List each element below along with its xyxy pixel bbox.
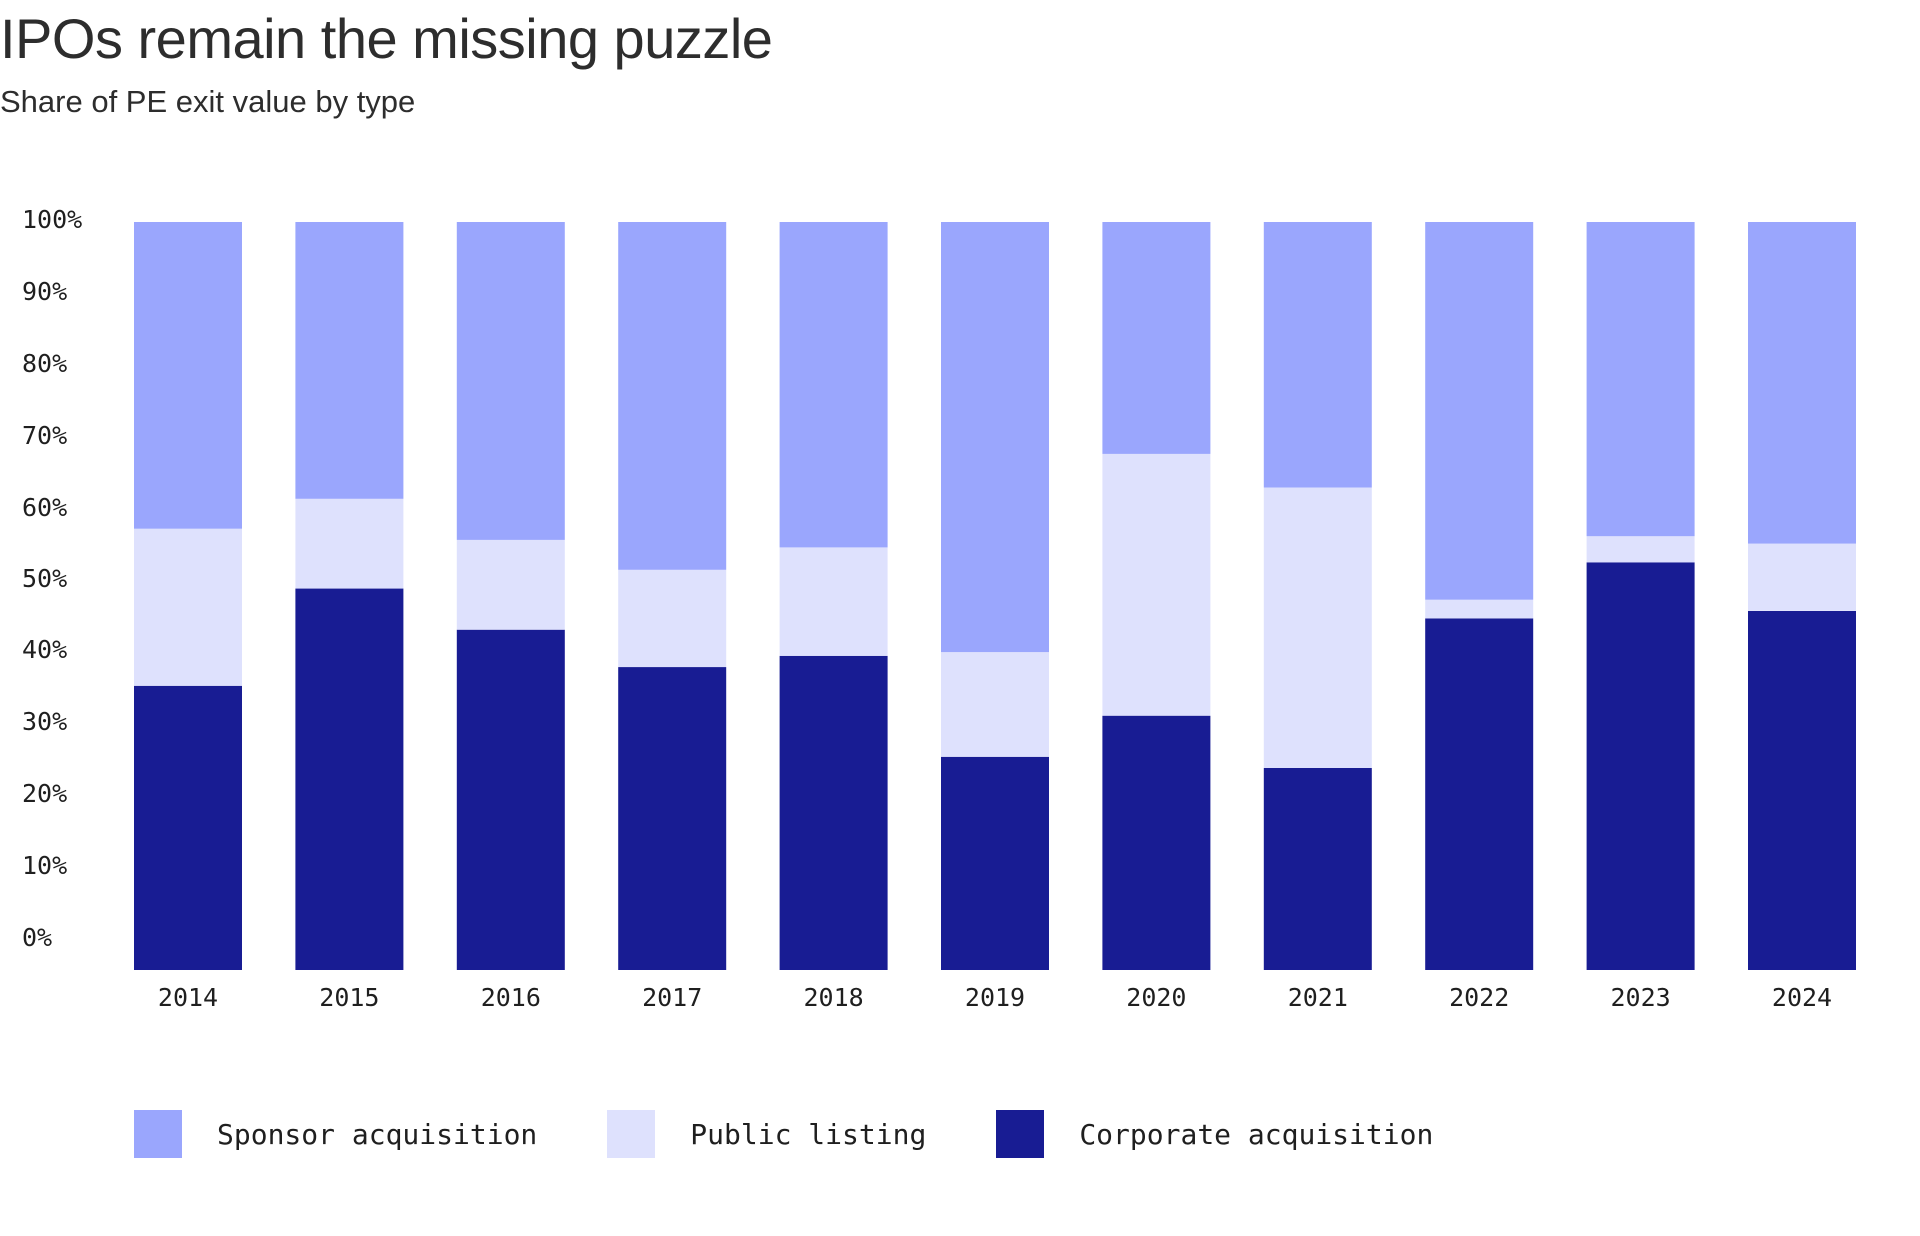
bar-stack-2022 [1425,222,1534,970]
bar-segment-sponsor-acquisition [1263,222,1372,488]
bar-stack-2015 [295,222,404,970]
bar-segment-public-listing [1425,599,1534,619]
bar-stack-2018 [779,222,888,970]
legend-item-sponsor: Sponsor acquisition [134,1110,537,1158]
bar-segment-sponsor-acquisition [456,222,565,540]
bar-segment-sponsor-acquisition [134,222,242,529]
chart-subtitle: Share of PE exit value by type [0,84,416,119]
x-tick-label: 2015 [319,983,379,1012]
y-tick-label: 10% [22,851,67,880]
bar-segment-public-listing [295,498,404,589]
legend-item-corporate: Corporate acquisition [996,1110,1433,1158]
bar-segment-public-listing [941,652,1049,757]
bar-segment-corporate-acquisition [1748,611,1856,970]
x-axis: 2014 2015 2016 2017 2018 2019 2020 2021 2022 2023… [158,983,1832,1012]
bar-segment-public-listing [779,547,888,656]
legend-item-public: Public listing [607,1110,926,1158]
y-tick-label: 30% [22,707,67,736]
bar-segment-public-listing [1586,536,1695,563]
bar-segment-sponsor-acquisition [1748,222,1856,544]
bar-segment-corporate-acquisition [295,588,404,970]
legend-label-sponsor: Sponsor acquisition [217,1117,538,1151]
bar-stack-2024 [1748,222,1856,970]
bar-segment-corporate-acquisition [456,629,565,970]
bar-segment-public-listing [1263,487,1372,768]
y-tick-label: 40% [22,635,67,664]
legend-swatch-sponsor [134,1110,182,1158]
y-tick-label: 50% [22,564,67,593]
x-tick-label: 2017 [642,983,702,1012]
y-tick-label: 60% [22,493,67,522]
y-tick-label: 0% [22,923,52,952]
bar-segment-corporate-acquisition [1425,618,1534,970]
x-tick-label: 2024 [1772,983,1832,1012]
y-tick-label: 90% [22,277,67,306]
legend-label-public: Public listing [690,1117,927,1151]
bar-segment-sponsor-acquisition [1425,222,1534,600]
x-tick-label: 2016 [481,983,541,1012]
x-tick-label: 2023 [1610,983,1670,1012]
x-tick-label: 2018 [803,983,863,1012]
bar-segment-corporate-acquisition [1586,562,1695,970]
bar-stack-2017 [618,222,727,970]
y-tick-label: 80% [22,349,67,378]
bar-segment-corporate-acquisition [134,685,242,970]
x-tick-label: 2021 [1288,983,1348,1012]
bar-stack-2014 [134,222,242,970]
bar-segment-sponsor-acquisition [295,222,404,499]
stacked-bar-chart: 0%10%20%30%40%50%60%70%80%90%100% 2014 20… [22,205,1856,1012]
chart-title: IPOs remain the missing puzzle [0,7,773,70]
bar-segment-public-listing [618,569,727,667]
bar-stack-2020 [1102,222,1211,970]
bar-segment-sponsor-acquisition [618,222,727,570]
bar-segment-public-listing [456,539,565,630]
bar-segment-public-listing [1748,543,1856,611]
legend-swatch-corporate [996,1110,1045,1158]
x-tick-label: 2014 [158,983,218,1012]
bar-segment-public-listing [134,528,242,686]
y-tick-label: 20% [22,779,67,808]
bar-segment-corporate-acquisition [618,667,727,970]
legend-label-corporate: Corporate acquisition [1079,1117,1434,1151]
y-axis: 0% 10% 20% 30% 40% 50% 60% 70% 80% 90% 100% [22,205,82,952]
bar-stack-2019 [941,222,1049,970]
y-tick-label: 70% [22,421,67,450]
bar-segment-corporate-acquisition [941,756,1049,970]
bar-segment-sponsor-acquisition [779,222,888,548]
x-tick-label: 2019 [965,983,1025,1012]
bar-stack-2021 [1263,222,1372,970]
x-tick-label: 2022 [1449,983,1509,1012]
bar-segment-public-listing [1102,453,1211,716]
bar-segment-corporate-acquisition [1263,768,1372,970]
bar-segment-sponsor-acquisition [1102,222,1211,454]
bar-segment-corporate-acquisition [779,655,888,970]
legend: Sponsor acquisition Public listing Corpo… [134,1110,1503,1158]
bar-stack-2023 [1586,222,1695,970]
bar-series [134,222,1856,970]
legend-swatch-public [607,1110,656,1158]
y-tick-label: 100% [22,205,82,234]
bar-stack-2016 [456,222,565,970]
bar-segment-sponsor-acquisition [1586,222,1695,537]
x-tick-label: 2020 [1126,983,1186,1012]
bar-segment-corporate-acquisition [1102,715,1211,970]
bar-segment-sponsor-acquisition [941,222,1049,653]
